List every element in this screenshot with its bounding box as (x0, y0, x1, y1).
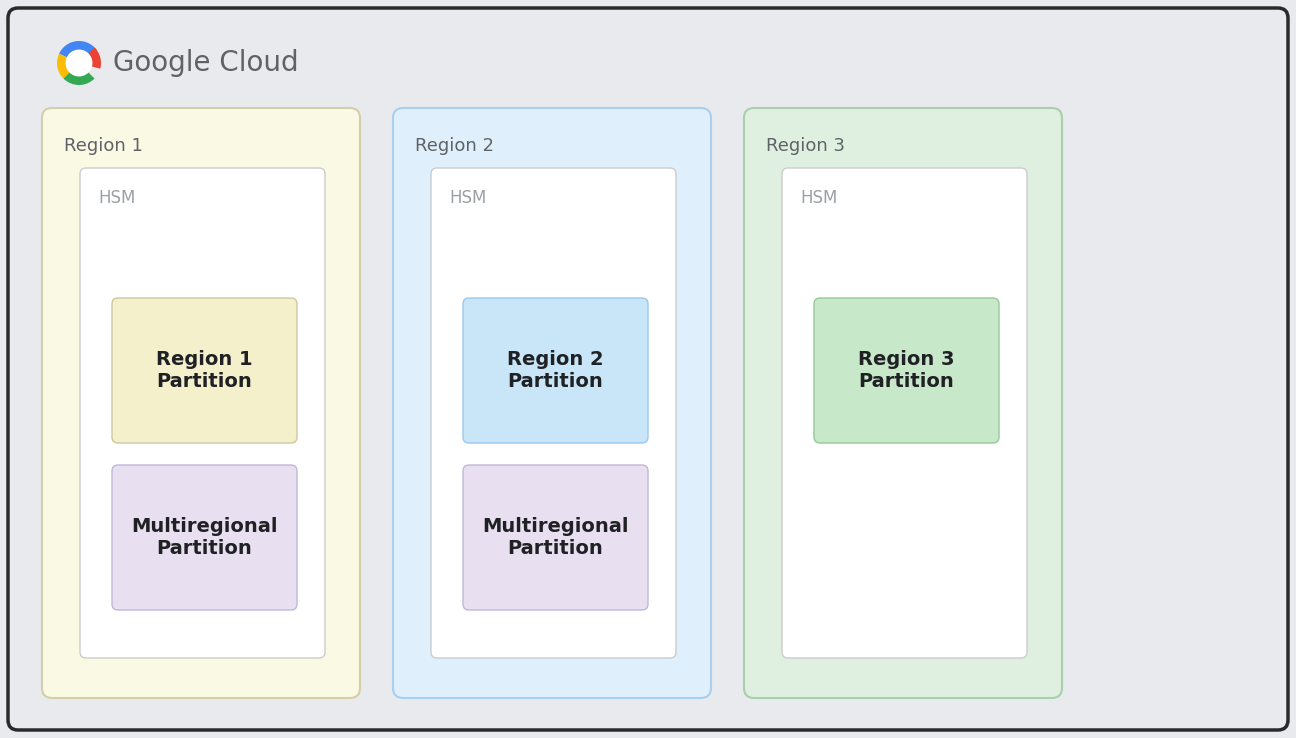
FancyBboxPatch shape (8, 8, 1288, 730)
Text: Region 2
Partition: Region 2 Partition (507, 350, 604, 391)
Text: Google Cloud: Google Cloud (113, 49, 298, 77)
Text: Region 3: Region 3 (766, 137, 845, 155)
Text: Multiregional
Partition: Multiregional Partition (482, 517, 629, 558)
Wedge shape (60, 41, 97, 58)
FancyBboxPatch shape (432, 168, 677, 658)
Text: Region 3
Partition: Region 3 Partition (858, 350, 955, 391)
Text: HSM: HSM (448, 189, 486, 207)
FancyBboxPatch shape (463, 298, 648, 443)
Text: Region 1: Region 1 (64, 137, 143, 155)
Wedge shape (64, 72, 95, 85)
FancyBboxPatch shape (814, 298, 999, 443)
FancyBboxPatch shape (41, 108, 360, 698)
Text: HSM: HSM (800, 189, 837, 207)
FancyBboxPatch shape (80, 168, 325, 658)
FancyBboxPatch shape (781, 168, 1026, 658)
FancyBboxPatch shape (111, 298, 297, 443)
FancyBboxPatch shape (744, 108, 1061, 698)
FancyBboxPatch shape (111, 465, 297, 610)
FancyBboxPatch shape (463, 465, 648, 610)
Text: Region 1
Partition: Region 1 Partition (157, 350, 253, 391)
Wedge shape (57, 54, 70, 78)
FancyBboxPatch shape (393, 108, 712, 698)
Text: HSM: HSM (98, 189, 135, 207)
Text: Multiregional
Partition: Multiregional Partition (131, 517, 277, 558)
Circle shape (66, 50, 92, 76)
Text: Region 2: Region 2 (415, 137, 494, 155)
Wedge shape (88, 47, 101, 69)
